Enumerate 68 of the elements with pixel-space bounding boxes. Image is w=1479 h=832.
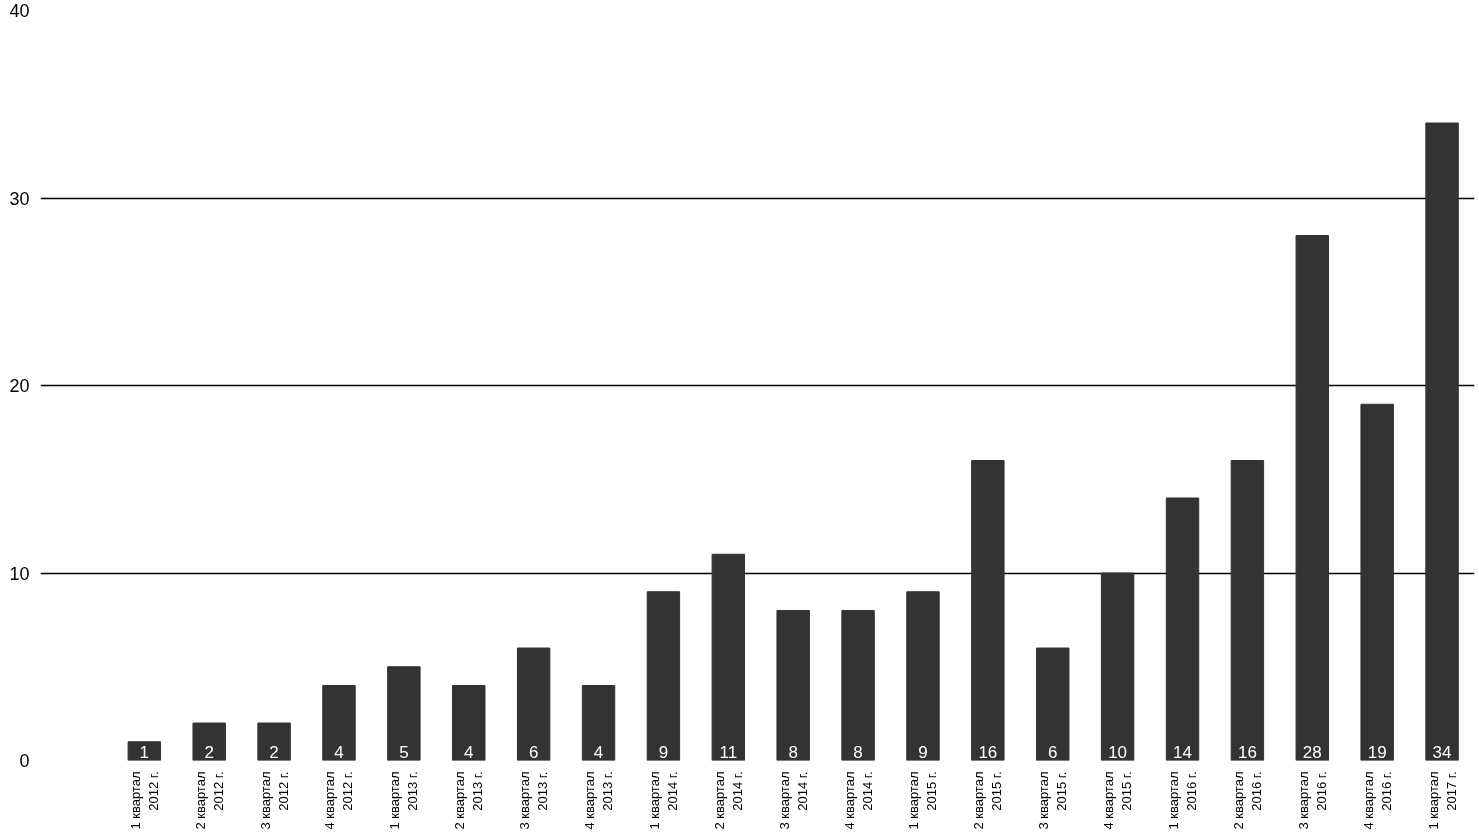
bar <box>127 741 162 761</box>
x-tick-label: 3 квартал 2015 г. <box>1036 771 1070 830</box>
bar <box>1295 235 1329 761</box>
data-label: 8 <box>788 742 798 762</box>
data-label: 9 <box>918 742 928 762</box>
bar <box>516 647 551 761</box>
data-label: 2 <box>269 742 279 762</box>
data-label: 10 <box>1108 742 1128 762</box>
x-tick-label: 4 квартал 2014 г. <box>841 771 875 830</box>
bar <box>776 610 810 761</box>
bar <box>971 460 1005 761</box>
data-label: 6 <box>1048 742 1058 762</box>
x-tick-label: 4 квартал 2012 г. <box>322 771 356 830</box>
x-tick-label: 1 квартал 2012 г. <box>127 771 161 830</box>
bar <box>1100 572 1135 761</box>
y-tick-label: 10 <box>9 563 30 584</box>
data-label: 19 <box>1367 742 1387 762</box>
x-tick-label: 1 квартал 2014 г. <box>646 771 680 830</box>
x-tick-label: 1 квартал 2015 г. <box>906 771 940 830</box>
x-tick-label: 3 квартал 2016 г. <box>1295 771 1329 830</box>
x-tick-label: 4 квартал 2013 г. <box>582 771 616 830</box>
data-label: 4 <box>464 742 474 762</box>
bar <box>1230 460 1265 761</box>
x-tick-label: 2 квартал 2015 г. <box>971 771 1005 830</box>
bar <box>646 591 681 761</box>
x-tick-label: 2 квартал 2016 г. <box>1230 771 1264 830</box>
x-tick-label: 3 квартал 2014 г. <box>776 771 810 830</box>
data-label: 1 <box>139 742 150 762</box>
x-tick-label: 1 квартал 2013 г. <box>387 771 421 830</box>
data-label: 4 <box>593 742 604 762</box>
bar <box>711 553 746 761</box>
x-tick-label: 2 квартал 2013 г. <box>452 771 486 830</box>
x-tick-label: 2 квартал 2014 г. <box>711 771 745 830</box>
x-tick-label: 1 квартал 2016 г. <box>1166 771 1200 830</box>
x-tick-label: 3 квартал 2013 г. <box>517 771 551 830</box>
data-label: 8 <box>853 742 863 762</box>
y-tick-label: 20 <box>9 376 30 396</box>
data-label: 34 <box>1432 742 1452 762</box>
data-label: 28 <box>1302 742 1322 762</box>
x-tick-label: 2 квартал 2012 г. <box>192 771 226 830</box>
bar <box>1165 497 1200 761</box>
y-tick-label: 30 <box>9 188 30 209</box>
bar <box>452 685 486 761</box>
data-label: 16 <box>1237 742 1257 762</box>
bar <box>257 722 291 761</box>
x-tick-label: 4 квартал 2015 г. <box>1101 771 1135 830</box>
x-tick-label: 1 квартал 2017 г. <box>1425 771 1459 830</box>
bar <box>1425 122 1459 761</box>
x-tick-label: 3 квартал 2012 г. <box>257 771 291 830</box>
data-label: 4 <box>334 742 344 762</box>
bar <box>387 666 421 761</box>
data-label: 2 <box>204 742 214 762</box>
bar <box>906 591 940 761</box>
data-label: 16 <box>978 742 998 762</box>
data-label: 14 <box>1173 742 1192 762</box>
bar <box>1036 647 1070 761</box>
x-tick-label: 4 квартал 2016 г. <box>1360 771 1394 830</box>
y-tick-label: 40 <box>9 1 30 21</box>
data-label: 6 <box>528 742 539 762</box>
bar <box>192 722 226 761</box>
bar <box>322 685 356 761</box>
bar <box>841 610 875 761</box>
data-label: 5 <box>399 742 409 762</box>
bar <box>1360 403 1394 761</box>
data-label: 11 <box>719 742 738 762</box>
y-tick-label: 0 <box>19 751 30 771</box>
bar <box>581 685 616 761</box>
data-label: 9 <box>658 742 669 762</box>
